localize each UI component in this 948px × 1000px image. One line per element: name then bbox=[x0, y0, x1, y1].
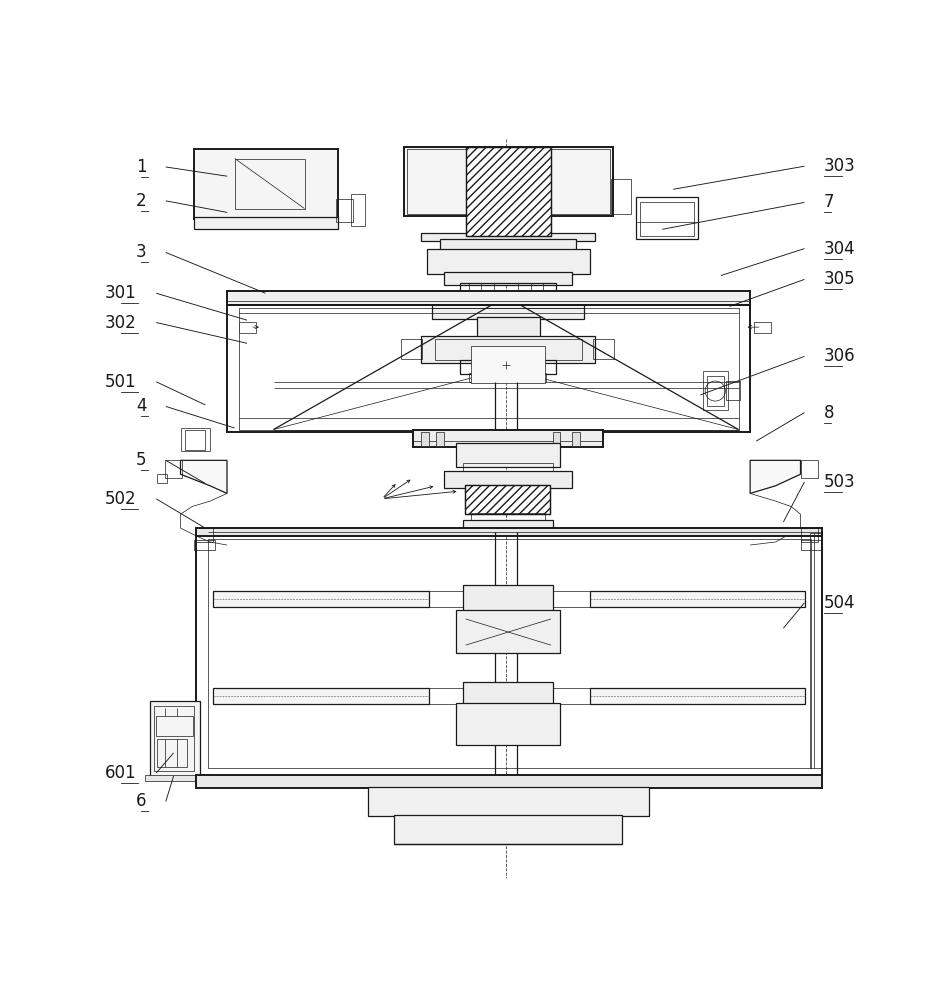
Bar bbox=[702, 371, 728, 410]
Bar bbox=[401, 339, 422, 359]
Text: 302: 302 bbox=[105, 314, 137, 332]
Text: 304: 304 bbox=[824, 240, 855, 258]
Bar bbox=[444, 272, 572, 285]
Bar bbox=[213, 591, 428, 607]
Bar bbox=[407, 149, 484, 214]
Bar bbox=[145, 774, 202, 781]
Text: 5: 5 bbox=[136, 451, 146, 469]
Bar bbox=[465, 485, 550, 514]
Bar bbox=[640, 202, 694, 235]
Text: 6: 6 bbox=[136, 792, 146, 810]
Bar bbox=[227, 305, 750, 432]
Bar bbox=[413, 430, 603, 447]
Bar bbox=[194, 149, 337, 219]
Bar bbox=[427, 249, 590, 274]
Bar bbox=[800, 528, 817, 542]
Bar bbox=[239, 322, 256, 333]
Bar bbox=[456, 703, 560, 745]
Bar bbox=[592, 339, 613, 359]
Bar bbox=[456, 610, 560, 653]
Bar bbox=[590, 688, 805, 704]
Bar bbox=[194, 540, 214, 550]
Text: 4: 4 bbox=[136, 397, 146, 415]
Bar bbox=[393, 815, 622, 844]
Bar bbox=[196, 528, 822, 536]
Text: 504: 504 bbox=[824, 594, 855, 612]
Bar bbox=[157, 739, 187, 767]
Text: 503: 503 bbox=[824, 473, 855, 491]
Bar bbox=[150, 701, 200, 776]
Bar bbox=[464, 520, 553, 532]
Bar bbox=[208, 539, 811, 768]
Bar bbox=[456, 443, 560, 466]
Bar bbox=[227, 291, 750, 305]
Bar bbox=[185, 430, 206, 450]
Bar bbox=[800, 540, 821, 550]
Bar bbox=[435, 339, 582, 360]
Bar bbox=[155, 716, 192, 736]
Bar bbox=[421, 432, 428, 446]
Bar bbox=[800, 460, 817, 478]
Bar bbox=[464, 585, 553, 613]
Bar bbox=[165, 460, 182, 478]
Text: 7: 7 bbox=[824, 193, 834, 211]
Text: 301: 301 bbox=[105, 284, 137, 302]
Bar bbox=[404, 147, 613, 216]
Text: 303: 303 bbox=[824, 157, 855, 175]
Bar bbox=[477, 317, 540, 337]
Bar bbox=[196, 528, 213, 542]
Bar bbox=[213, 688, 428, 704]
Text: 1: 1 bbox=[136, 158, 146, 176]
Bar bbox=[368, 787, 648, 816]
Polygon shape bbox=[180, 460, 227, 493]
Bar bbox=[157, 474, 167, 483]
Bar bbox=[754, 322, 771, 333]
Bar bbox=[235, 158, 304, 209]
Bar bbox=[239, 308, 738, 430]
Bar bbox=[336, 199, 353, 222]
Bar bbox=[421, 233, 595, 241]
Text: 501: 501 bbox=[105, 373, 137, 391]
Text: 306: 306 bbox=[824, 347, 855, 365]
Bar bbox=[469, 373, 546, 382]
Polygon shape bbox=[750, 460, 800, 493]
Text: 502: 502 bbox=[105, 490, 137, 508]
Bar bbox=[460, 283, 556, 299]
Bar bbox=[460, 360, 556, 374]
Bar bbox=[432, 297, 584, 319]
Bar bbox=[351, 194, 365, 226]
Bar bbox=[810, 533, 822, 768]
Bar bbox=[636, 197, 698, 239]
Bar bbox=[155, 706, 194, 771]
Text: 601: 601 bbox=[105, 764, 137, 782]
Bar bbox=[611, 179, 630, 214]
Bar bbox=[465, 147, 551, 235]
Bar bbox=[464, 682, 553, 710]
Bar bbox=[706, 376, 723, 406]
Bar bbox=[471, 513, 545, 522]
Bar bbox=[464, 463, 553, 473]
Text: 3: 3 bbox=[136, 243, 146, 261]
Bar bbox=[465, 147, 551, 235]
Text: 8: 8 bbox=[824, 404, 834, 422]
Bar bbox=[553, 432, 560, 446]
Bar bbox=[436, 432, 444, 446]
Bar bbox=[551, 149, 610, 214]
Bar bbox=[465, 485, 550, 514]
Bar bbox=[196, 774, 822, 788]
Bar bbox=[590, 591, 805, 607]
Bar bbox=[421, 336, 595, 363]
Bar bbox=[471, 346, 545, 383]
Text: 2: 2 bbox=[136, 192, 146, 210]
Bar bbox=[194, 217, 337, 229]
Bar bbox=[180, 428, 210, 451]
Bar bbox=[726, 381, 740, 400]
Bar bbox=[444, 471, 572, 488]
Bar bbox=[196, 533, 822, 776]
Bar bbox=[440, 239, 575, 251]
Text: 305: 305 bbox=[824, 270, 855, 288]
Bar bbox=[572, 432, 579, 446]
